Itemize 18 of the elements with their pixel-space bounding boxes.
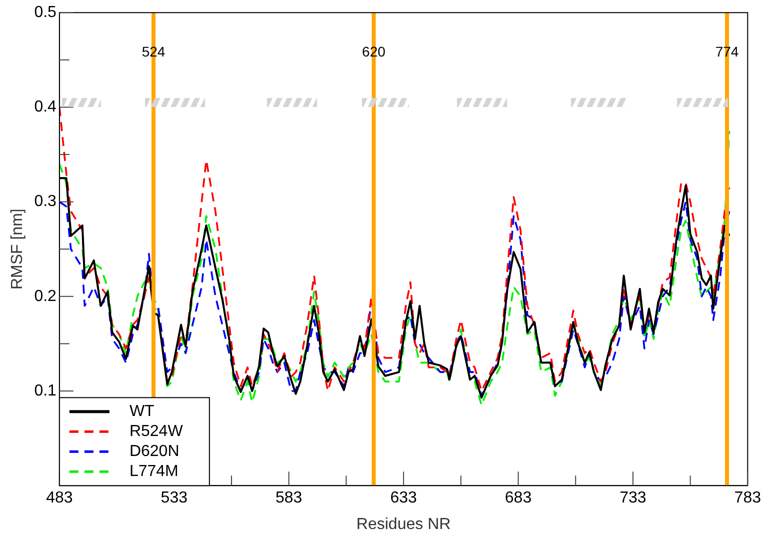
y-tick-label: 0.4 [34, 98, 57, 116]
x-tick-label: 633 [390, 490, 417, 507]
y-tick-label: 0.3 [34, 193, 57, 210]
x-tick-label: 533 [160, 490, 188, 507]
legend-label: L774M [129, 463, 178, 480]
y-axis-title: RMSF [nm] [9, 208, 26, 290]
y-tick-label: 0.1 [34, 382, 57, 400]
x-tick-label: 783 [734, 490, 762, 507]
y-tick-label: 0.2 [34, 288, 57, 305]
legend-label: R524W [129, 423, 184, 440]
x-axis-title: Residues NR [356, 516, 451, 533]
x-tick-label: 733 [620, 490, 646, 507]
legend-label: WT [129, 403, 155, 420]
x-tick-label: 483 [46, 490, 73, 507]
y-tick-label: 0.5 [34, 4, 57, 22]
x-tick-label: 683 [504, 490, 532, 507]
legend-label: D620N [129, 443, 180, 460]
x-tick-label: 583 [275, 490, 302, 507]
